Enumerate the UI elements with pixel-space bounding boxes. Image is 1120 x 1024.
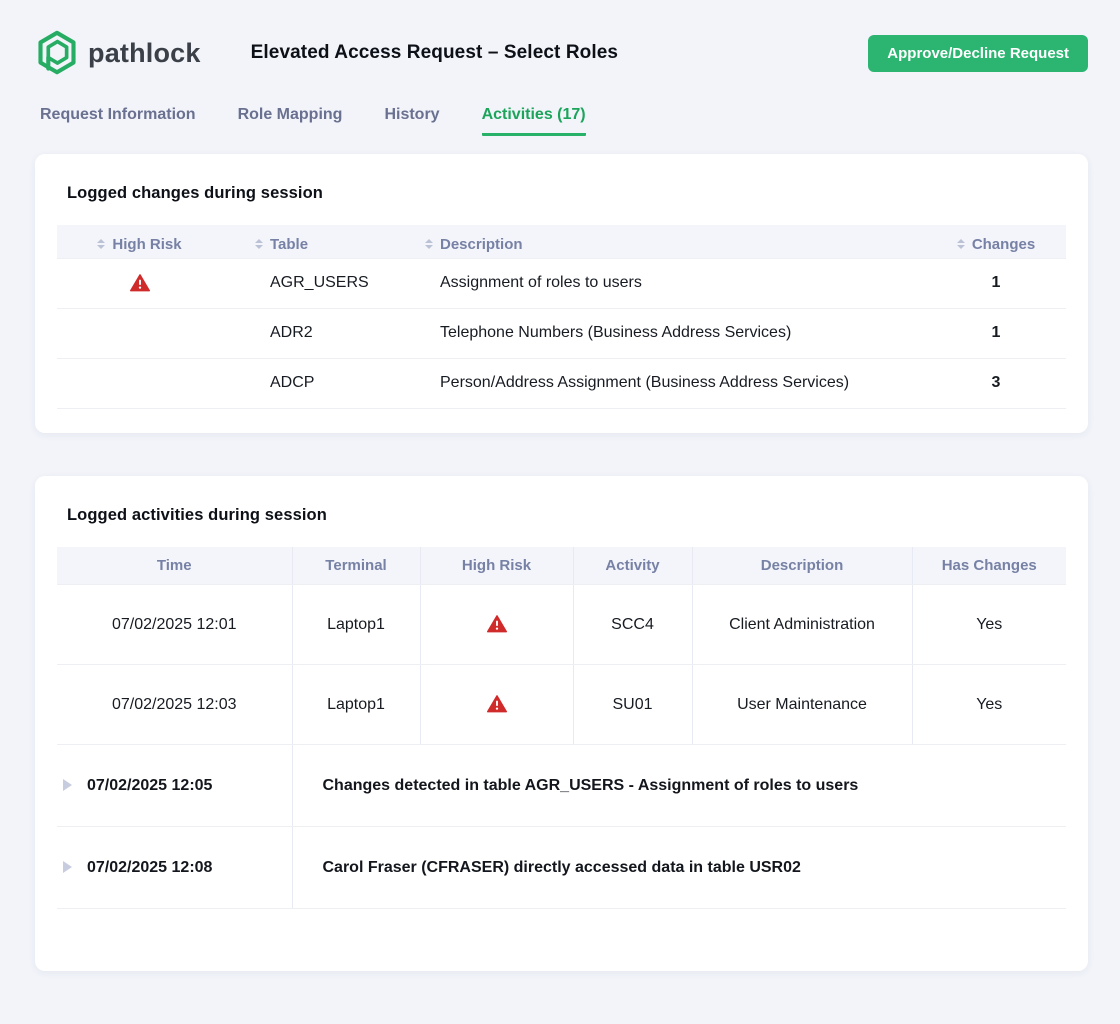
- column-header-has-changes: Has Changes: [912, 546, 1066, 585]
- column-header-time: Time: [57, 546, 293, 585]
- time-cell: 07/02/2025 12:08: [57, 826, 293, 909]
- column-header-changes[interactable]: Changes: [926, 225, 1066, 259]
- tab-history[interactable]: History: [384, 106, 440, 123]
- activities-header-row: Time Terminal High Risk Activity Descrip…: [57, 546, 1066, 585]
- approve-decline-request-button[interactable]: Approve/Decline Request: [868, 34, 1088, 72]
- table-name-cell: AGR_USERS: [222, 258, 392, 309]
- terminal-cell: Laptop1: [292, 664, 421, 745]
- column-header-activity: Activity: [573, 546, 693, 585]
- expand-row-time: 07/02/2025 12:08: [87, 858, 213, 876]
- page-title: Elevated Access Request – Select Roles: [250, 42, 619, 63]
- high-risk-warning-icon: [486, 615, 507, 633]
- changes-count-cell: 3: [926, 358, 1066, 409]
- column-label: Table: [270, 235, 309, 253]
- expand-row-time: 07/02/2025 12:05: [87, 776, 213, 794]
- expand-chevron-right-icon[interactable]: [63, 778, 72, 791]
- expand-row-message: Carol Fraser (CFRASER) directly accessed…: [292, 826, 1066, 909]
- description-cell: Telephone Numbers (Business Address Serv…: [392, 308, 926, 359]
- time-cell: 07/02/2025 12:05: [57, 744, 293, 827]
- column-label: Description: [440, 235, 523, 253]
- activity-cell: SCC4: [573, 584, 693, 665]
- description-cell: Person/Address Assignment (Business Addr…: [392, 358, 926, 409]
- expandable-activity-row[interactable]: 07/02/2025 12:05 Changes detected in tab…: [57, 744, 1066, 827]
- logged-activities-table: Time Terminal High Risk Activity Descrip…: [57, 546, 1066, 909]
- activities-card-title: Logged activities during session: [67, 505, 327, 524]
- sort-icon[interactable]: [425, 239, 433, 249]
- time-cell: 07/02/2025 12:03: [57, 664, 293, 745]
- brand-wordmark: pathlock: [88, 37, 201, 68]
- changes-count-cell: 1: [926, 258, 1066, 309]
- column-header-description[interactable]: Description: [392, 225, 926, 259]
- has-changes-cell: Yes: [912, 584, 1066, 665]
- expand-row-message: Changes detected in table AGR_USERS - As…: [292, 744, 1066, 827]
- brand: pathlock: [35, 30, 201, 76]
- column-header-terminal: Terminal: [292, 546, 421, 585]
- description-cell: Assignment of roles to users: [392, 258, 926, 309]
- changes-table-row: ADCP Person/Address Assignment (Business…: [57, 358, 1066, 409]
- high-risk-warning-icon: [486, 695, 507, 713]
- table-name-cell: ADCP: [222, 358, 392, 409]
- sort-icon[interactable]: [956, 239, 965, 249]
- description-cell: User Maintenance: [692, 664, 913, 745]
- time-cell: 07/02/2025 12:01: [57, 584, 293, 665]
- column-header-high-risk[interactable]: High Risk: [57, 225, 222, 259]
- sort-icon[interactable]: [97, 239, 106, 249]
- description-cell: Client Administration: [692, 584, 913, 665]
- column-label: Changes: [971, 235, 1036, 253]
- logged-changes-table: High Risk Table Description Changes: [57, 225, 1066, 409]
- expand-chevron-right-icon[interactable]: [63, 860, 72, 873]
- logged-changes-card: Logged changes during session High Risk …: [35, 154, 1088, 433]
- column-header-high-risk: High Risk: [420, 546, 574, 585]
- terminal-cell: Laptop1: [292, 584, 421, 665]
- tab-activities[interactable]: Activities (17): [481, 106, 586, 136]
- changes-table-row: AGR_USERS Assignment of roles to users 1: [57, 258, 1066, 309]
- tab-bar: Request Information Role Mapping History…: [0, 76, 1120, 136]
- expandable-activity-row[interactable]: 07/02/2025 12:08 Carol Fraser (CFRASER) …: [57, 826, 1066, 909]
- high-risk-warning-icon: [129, 274, 150, 292]
- activity-row: 07/02/2025 12:01 Laptop1 SCC4 Client Adm…: [57, 584, 1066, 665]
- has-changes-cell: Yes: [912, 664, 1066, 745]
- tab-role-mapping[interactable]: Role Mapping: [237, 106, 343, 123]
- pathlock-logo-icon: [38, 30, 76, 75]
- changes-count-cell: 1: [926, 308, 1066, 359]
- column-label: High Risk: [112, 235, 182, 253]
- changes-table-row: ADR2 Telephone Numbers (Business Address…: [57, 308, 1066, 359]
- sort-icon[interactable]: [255, 239, 263, 249]
- tab-request-information[interactable]: Request Information: [40, 106, 196, 123]
- changes-header-row: High Risk Table Description Changes: [57, 225, 1066, 259]
- topbar: pathlock Elevated Access Request – Selec…: [0, 0, 1120, 76]
- column-header-table[interactable]: Table: [222, 225, 392, 259]
- activity-cell: SU01: [573, 664, 693, 745]
- table-name-cell: ADR2: [222, 308, 392, 359]
- logged-activities-card: Logged activities during session Time Te…: [35, 475, 1088, 971]
- changes-card-title: Logged changes during session: [67, 184, 323, 202]
- column-header-description: Description: [692, 546, 913, 585]
- activity-row: 07/02/2025 12:03 Laptop1 SU01 User Maint…: [57, 664, 1066, 745]
